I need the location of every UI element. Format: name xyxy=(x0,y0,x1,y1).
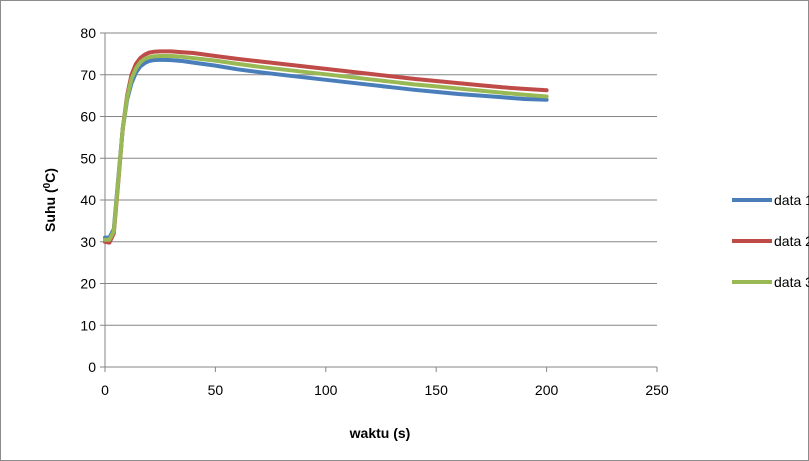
y-tick-label-20: 20 xyxy=(80,276,96,292)
legend: data 1 data 2 data 3 xyxy=(732,192,809,290)
tick-labels: 0 10 20 30 40 50 60 70 80 0 50 100 150 200 250 xyxy=(80,25,668,398)
x-tick-label-200: 200 xyxy=(535,382,559,398)
y-tick-label-10: 10 xyxy=(80,317,96,333)
legend-label-data-2: data 2 xyxy=(774,233,809,249)
y-tick-label-40: 40 xyxy=(80,192,96,208)
y-tick-label-50: 50 xyxy=(80,150,96,166)
x-tick-label-0: 0 xyxy=(101,382,109,398)
y-tick-label-60: 60 xyxy=(80,109,96,125)
x-tick-label-50: 50 xyxy=(208,382,224,398)
y-axis-title: Suhu (0C) xyxy=(42,168,58,232)
axes xyxy=(100,32,658,372)
series-lines xyxy=(103,49,549,245)
y-axis-title-superscript: 0 xyxy=(42,182,53,188)
legend-label-data-1: data 1 xyxy=(774,192,809,208)
y-axis-title-main: Suhu ( xyxy=(42,188,58,232)
y-axis-title-tail: C) xyxy=(42,168,58,183)
y-tick-label-30: 30 xyxy=(80,234,96,250)
y-tick-label-80: 80 xyxy=(80,25,96,41)
gridlines xyxy=(105,32,657,326)
x-axis-title: waktu (s) xyxy=(349,425,411,441)
legend-label-data-3: data 3 xyxy=(774,274,809,290)
x-tick-label-150: 150 xyxy=(425,382,449,398)
series-line-data-3 xyxy=(103,54,549,242)
x-tick-label-250: 250 xyxy=(645,382,669,398)
y-tick-label-0: 0 xyxy=(88,359,96,375)
y-tick-label-70: 70 xyxy=(80,67,96,83)
x-tick-label-100: 100 xyxy=(314,382,338,398)
